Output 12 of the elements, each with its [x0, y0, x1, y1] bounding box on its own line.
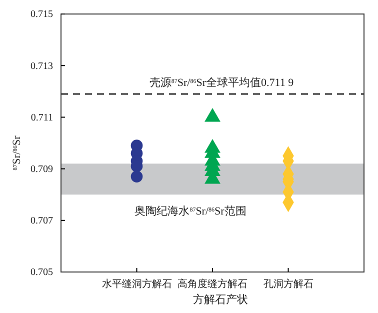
- y-tick-label: 0.705: [30, 267, 53, 278]
- y-tick-label: 0.707: [30, 216, 53, 227]
- y-tick-label: 0.713: [30, 60, 53, 72]
- x-tick-label: 高角度缝方解石: [178, 278, 248, 290]
- band-label: 奥陶纪海水$^{87}$Sr/$^{86}$Sr范围: [134, 204, 246, 218]
- x-tick-label: 水平缝洞方解石: [102, 278, 172, 290]
- y-tick-label: 0.709: [30, 164, 53, 175]
- ref-line-label: 壳源$^{87}$Sr/$^{86}$Sr全球平均值0.711 9: [149, 76, 294, 89]
- x-tick-label: 孔洞方解石: [263, 278, 314, 290]
- y-tick-label: 0.711: [30, 112, 53, 124]
- x-axis-title: 方解石产状: [193, 293, 248, 306]
- y-tick-label: 0.715: [30, 9, 53, 20]
